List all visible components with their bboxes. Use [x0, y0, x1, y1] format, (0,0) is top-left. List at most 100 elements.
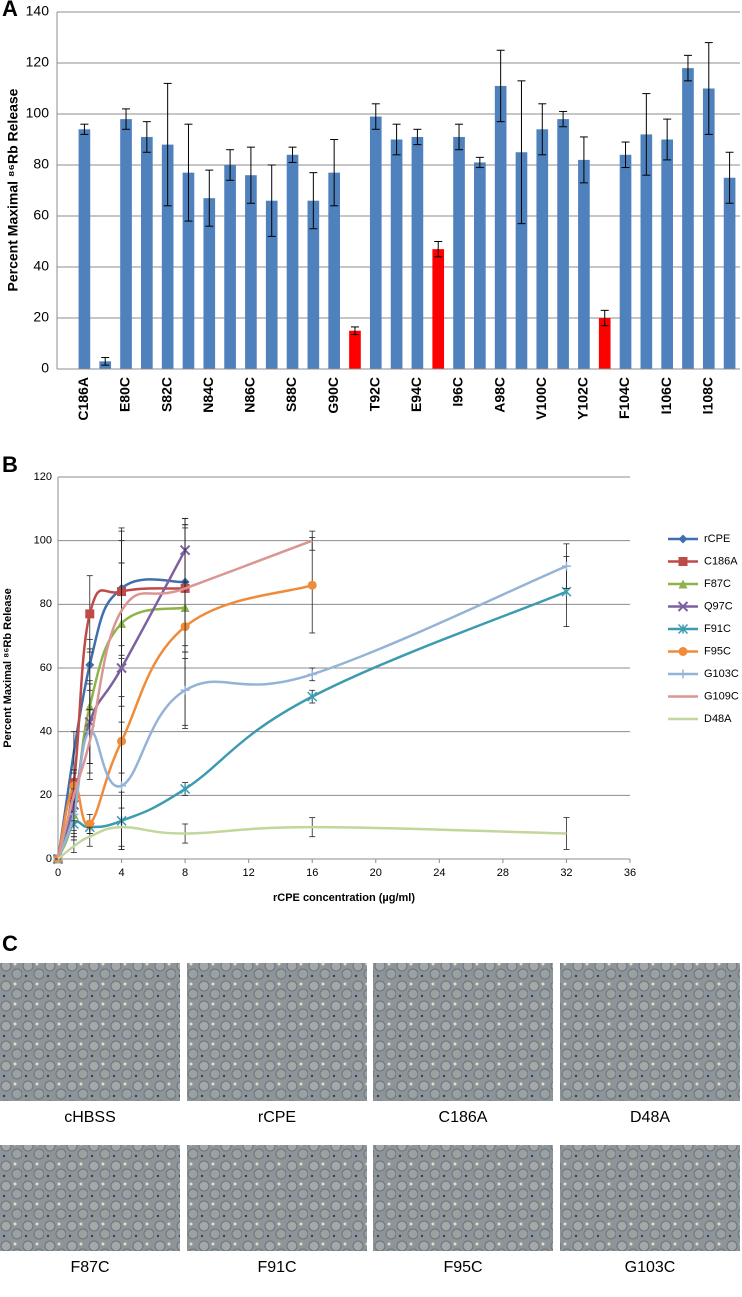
legend-label: F91C — [704, 623, 731, 635]
error-bar — [663, 118, 672, 161]
x-tick-label: 16 — [306, 867, 318, 879]
y-tick-label: 20 — [33, 309, 49, 325]
y-tick-label: 100 — [26, 105, 50, 121]
marker — [307, 669, 317, 679]
bar — [328, 172, 340, 369]
x-tick-label: N84C — [200, 377, 216, 413]
bar — [141, 136, 153, 369]
marker — [678, 579, 688, 589]
error-bar — [330, 139, 339, 207]
y-tick-label: 0 — [46, 853, 52, 865]
panel-a: A Percent Maximal ⁸⁶Rb Release 0 20 40 60 80… — [2, 0, 740, 421]
bar — [265, 200, 278, 369]
y-tick-label: 60 — [33, 207, 49, 223]
error-bar — [163, 82, 172, 207]
series-line — [56, 549, 187, 860]
legend-label: Q97C — [704, 600, 733, 612]
x-tick-label: E94C — [408, 377, 424, 412]
panel-b: B Percent Maximal ⁸⁶Rb Release rCPE conc… — [2, 452, 739, 904]
bar — [619, 154, 632, 369]
panel-label: A — [2, 0, 18, 21]
micrograph — [373, 963, 553, 1101]
error-bar — [642, 93, 651, 176]
bar — [598, 318, 611, 369]
bar — [390, 139, 403, 369]
series-line — [56, 564, 567, 860]
error-bar — [475, 156, 484, 169]
marker — [307, 580, 317, 590]
y-tick-label: 140 — [26, 3, 50, 19]
error-bar — [579, 136, 588, 184]
x-tick-label: Y102C — [575, 377, 591, 420]
y-tick-label: 120 — [26, 54, 50, 70]
error-bar — [559, 110, 568, 128]
error-bar — [371, 103, 380, 130]
micrograph — [187, 1145, 367, 1251]
marker — [678, 557, 688, 566]
x-tick-label: I108C — [699, 377, 715, 414]
marker — [678, 669, 688, 679]
y-tick-label: 20 — [40, 789, 52, 801]
bar — [349, 330, 361, 369]
bar — [182, 172, 195, 369]
x-tick-label: 36 — [624, 867, 636, 879]
y-axis-label: Percent Maximal ⁸⁶Rb Release — [5, 88, 21, 291]
error-bar — [538, 103, 547, 156]
marker — [116, 662, 127, 674]
x-tick-label: 20 — [370, 867, 382, 879]
error-bar — [309, 530, 316, 551]
series-line — [56, 578, 186, 860]
marker — [678, 647, 688, 656]
y-tick-label: 60 — [40, 662, 52, 674]
error-bar — [704, 42, 713, 135]
x-tick-label: 8 — [182, 867, 188, 879]
y-tick-label: 100 — [34, 535, 52, 547]
error-bar — [80, 123, 89, 135]
x-tick-label: V100C — [533, 377, 549, 420]
micrograph-caption: F91C — [257, 1259, 296, 1276]
error-bar — [205, 169, 214, 227]
marker — [678, 534, 688, 544]
y-tick-label: 40 — [33, 258, 49, 274]
error-bar — [122, 108, 131, 130]
y-tick-label: 80 — [40, 598, 52, 610]
micrograph — [560, 1145, 740, 1251]
micrograph — [187, 963, 367, 1101]
error-bar — [101, 357, 110, 366]
error-bar — [496, 49, 505, 123]
series-line — [57, 825, 567, 860]
bar — [453, 136, 465, 369]
error-bar — [455, 123, 464, 151]
y-tick-label: 120 — [34, 471, 52, 483]
panel-label: C — [2, 931, 18, 956]
error-bar — [413, 128, 422, 146]
x-tick-label: G90C — [325, 377, 341, 414]
micrograph-caption: F87C — [70, 1259, 109, 1276]
error-bar — [392, 123, 401, 156]
micrograph-caption: cHBSS — [64, 1109, 116, 1126]
bar — [245, 175, 257, 369]
error-bar — [621, 141, 630, 169]
error-bar — [288, 146, 297, 163]
bar — [120, 119, 132, 369]
bar — [78, 129, 91, 369]
x-tick-label: S82C — [158, 377, 174, 412]
panel-c: C cHBSS rCPE C186A D48A F87C F91C F95C G103C — [0, 931, 740, 1276]
bar — [474, 162, 486, 369]
x-tick-label: A98C — [491, 377, 507, 413]
bar — [369, 116, 382, 369]
error-bar — [434, 241, 443, 258]
micrograph — [0, 963, 180, 1101]
bar — [536, 129, 549, 369]
error-bar — [683, 54, 692, 82]
x-tick-label: 32 — [560, 867, 572, 879]
marker — [180, 783, 191, 794]
marker — [307, 691, 318, 702]
micrograph — [0, 1145, 180, 1251]
error-bar — [725, 151, 734, 204]
x-tick-label: N86C — [242, 377, 258, 413]
x-tick-label: 24 — [433, 867, 445, 879]
marker — [180, 685, 190, 695]
micrograph-caption: F95C — [443, 1259, 482, 1276]
x-tick-label: T92C — [366, 377, 382, 411]
